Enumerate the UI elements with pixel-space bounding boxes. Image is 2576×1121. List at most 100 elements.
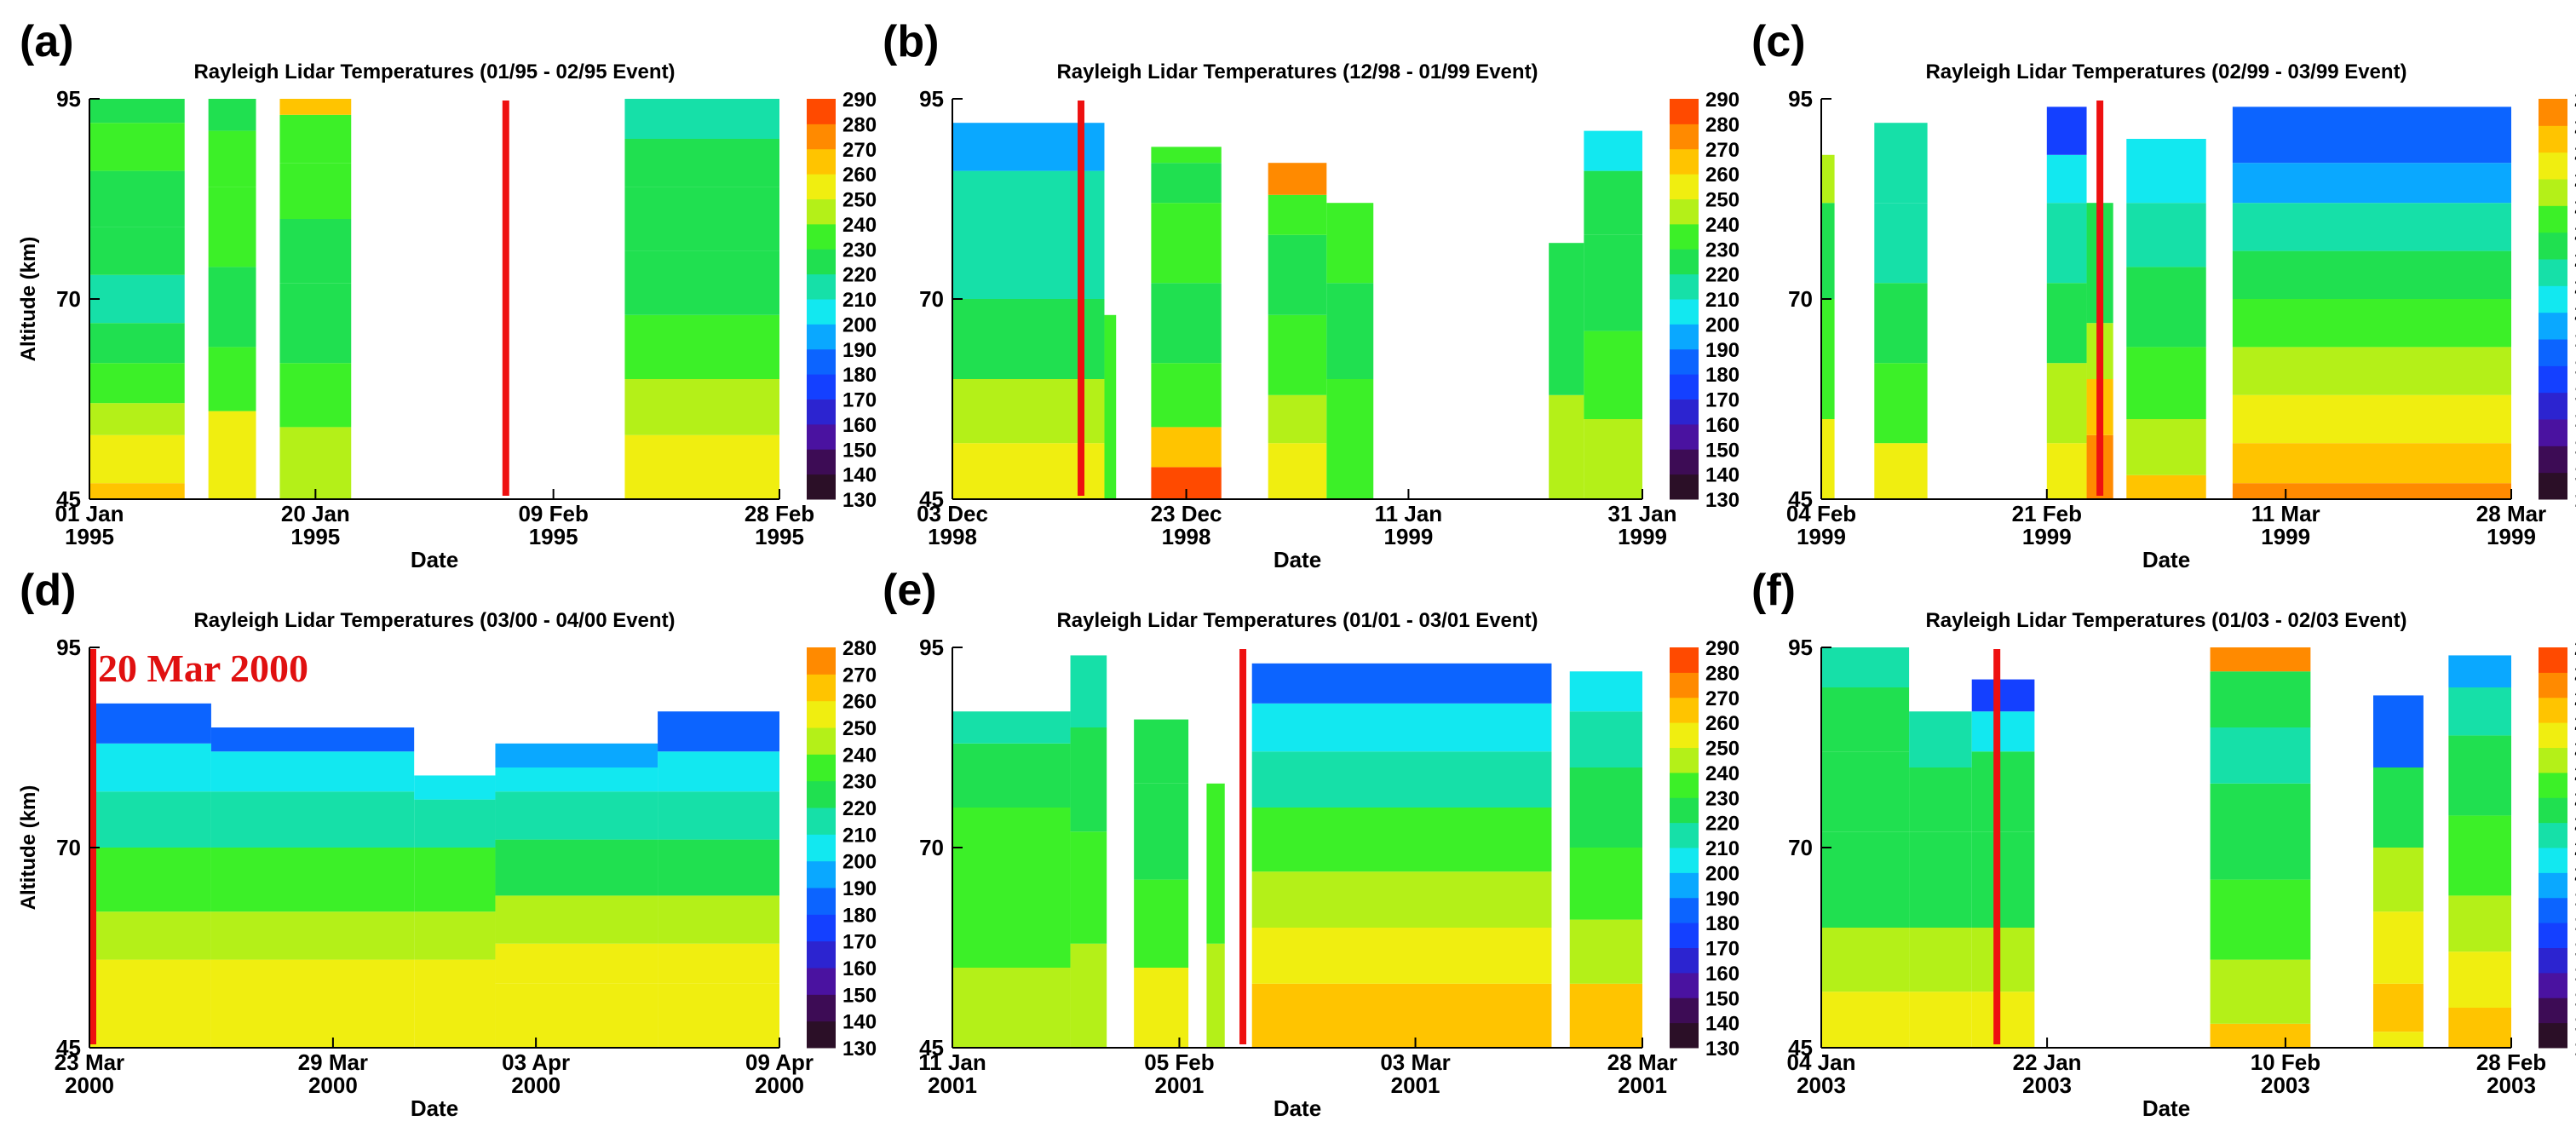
colorbar-swatch	[2539, 179, 2567, 206]
data-column	[1584, 130, 1642, 499]
temperature-cell	[2210, 959, 2311, 1024]
temperature-cell	[2373, 911, 2424, 984]
temperature-cell	[279, 363, 352, 428]
colorbar-swatch	[807, 994, 836, 1022]
colorbar-label: 190	[1705, 339, 1739, 362]
temperature-cell	[1569, 983, 1642, 1048]
colorbar-label: 260	[1705, 712, 1739, 735]
data-column	[89, 99, 185, 499]
temperature-cell	[1909, 992, 1972, 1048]
x-tick-label-year: 2003	[1797, 1072, 1846, 1098]
colorbar-label: 130	[842, 489, 877, 512]
temperature-cell	[2126, 267, 2206, 348]
panel-b: (b) Rayleigh Lidar Temperatures (12/98 - …	[883, 17, 1739, 572]
y-tick-label: 45	[56, 486, 81, 512]
colorbar-label: 150	[1705, 439, 1739, 462]
temperature-cell	[1134, 879, 1189, 968]
temperature-cell	[2046, 283, 2087, 364]
temperature-cell	[89, 434, 185, 484]
temperature-cell	[2232, 163, 2511, 204]
temperature-cell	[2448, 687, 2511, 736]
colorbar-swatch	[2539, 772, 2567, 798]
temperature-cell	[2373, 695, 2424, 767]
colorbar-swatch	[1670, 299, 1699, 325]
temperature-cell	[208, 267, 256, 348]
colorbar-label: 170	[2574, 938, 2576, 961]
colorbar-label: 270	[1705, 687, 1739, 710]
colorbar-swatch	[2539, 339, 2567, 366]
temperature-cell	[210, 727, 415, 752]
colorbar-label: 130	[2574, 489, 2576, 512]
data-column	[495, 743, 658, 1048]
temperature-cell	[89, 791, 211, 848]
colorbar-label: 150	[2574, 435, 2576, 458]
temperature-cell	[2448, 1008, 2511, 1048]
colorbar-label: 150	[842, 439, 877, 462]
colorbar-swatch	[1670, 1022, 1699, 1049]
colorbar-swatch	[1670, 923, 1699, 948]
temperature-cell	[952, 711, 1071, 744]
colorbar-label: 180	[2574, 355, 2576, 378]
colorbar-swatch	[2539, 672, 2567, 698]
data-column	[2210, 647, 2311, 1048]
temperature-cell	[624, 434, 779, 499]
temperature-cell	[1821, 299, 1835, 419]
colorbar-label: 270	[1705, 139, 1739, 162]
colorbar-swatch	[807, 148, 836, 175]
data-column	[208, 99, 256, 499]
temperature-cell	[2210, 727, 2311, 784]
colorbar-swatch	[1670, 348, 1699, 375]
temperature-cell	[2373, 848, 2424, 912]
data-column	[279, 99, 352, 499]
temperature-cell	[1821, 751, 1910, 832]
chart-title: Rayleigh Lidar Temperatures (12/98 - 01/…	[1056, 60, 1538, 83]
x-tick-label-year: 1999	[1618, 524, 1667, 549]
x-tick-label-year: 2000	[65, 1072, 114, 1098]
colorbar-label: 230	[2574, 787, 2576, 810]
x-tick-label-year: 1999	[1797, 524, 1846, 549]
temperature-cell	[208, 347, 256, 411]
colorbar-label: 190	[842, 339, 877, 362]
data-column	[658, 711, 779, 1048]
temperature-cell	[1821, 203, 1835, 299]
colorbar: 1301401501601701801902002102202302402502…	[1670, 89, 1739, 512]
colorbar-label: 250	[2574, 738, 2576, 761]
colorbar-swatch	[2539, 312, 2567, 340]
colorbar-label: 200	[1705, 313, 1739, 336]
x-tick-label-day: 03 Dec	[917, 501, 988, 526]
colorbar-label: 200	[842, 313, 877, 336]
colorbar-swatch	[807, 198, 836, 225]
event-label: 20 Mar 2000	[98, 647, 308, 690]
temperature-cell	[2210, 671, 2311, 727]
temperature-cell	[1569, 671, 1642, 712]
panel-a: (a) Rayleigh Lidar Temperatures (01/95 - …	[17, 17, 877, 572]
colorbar-swatch	[2539, 722, 2567, 748]
colorbar-label: 150	[842, 984, 877, 1007]
heatmap-columns	[89, 703, 779, 1048]
x-tick-label-day: 03 Apr	[502, 1049, 570, 1075]
temperature-cell	[952, 968, 1071, 1048]
temperature-cell	[1070, 727, 1107, 832]
x-tick-label-year: 2001	[1618, 1072, 1667, 1098]
colorbar-swatch	[2539, 392, 2567, 420]
colorbar-label: 230	[842, 239, 877, 262]
x-tick-label-year: 2000	[755, 1072, 804, 1098]
colorbar-label: 290	[1705, 89, 1739, 112]
colorbar-label: 180	[2574, 912, 2576, 935]
colorbar-swatch	[1670, 273, 1699, 300]
temperature-cell	[89, 911, 211, 960]
temperature-cell	[279, 427, 352, 499]
temperature-cell	[1909, 831, 1972, 928]
colorbar-swatch	[807, 780, 836, 808]
temperature-cell	[1268, 163, 1327, 195]
colorbar-swatch	[1670, 223, 1699, 250]
colorbar-label: 160	[1705, 963, 1739, 986]
colorbar-swatch	[1670, 474, 1699, 500]
colorbar-label: 160	[2574, 963, 2576, 986]
temperature-cell	[2232, 106, 2511, 164]
data-column	[1971, 679, 2035, 1048]
temperature-cell	[1151, 163, 1222, 204]
panel-letter: (c)	[1751, 17, 1806, 66]
data-column	[2046, 106, 2087, 499]
